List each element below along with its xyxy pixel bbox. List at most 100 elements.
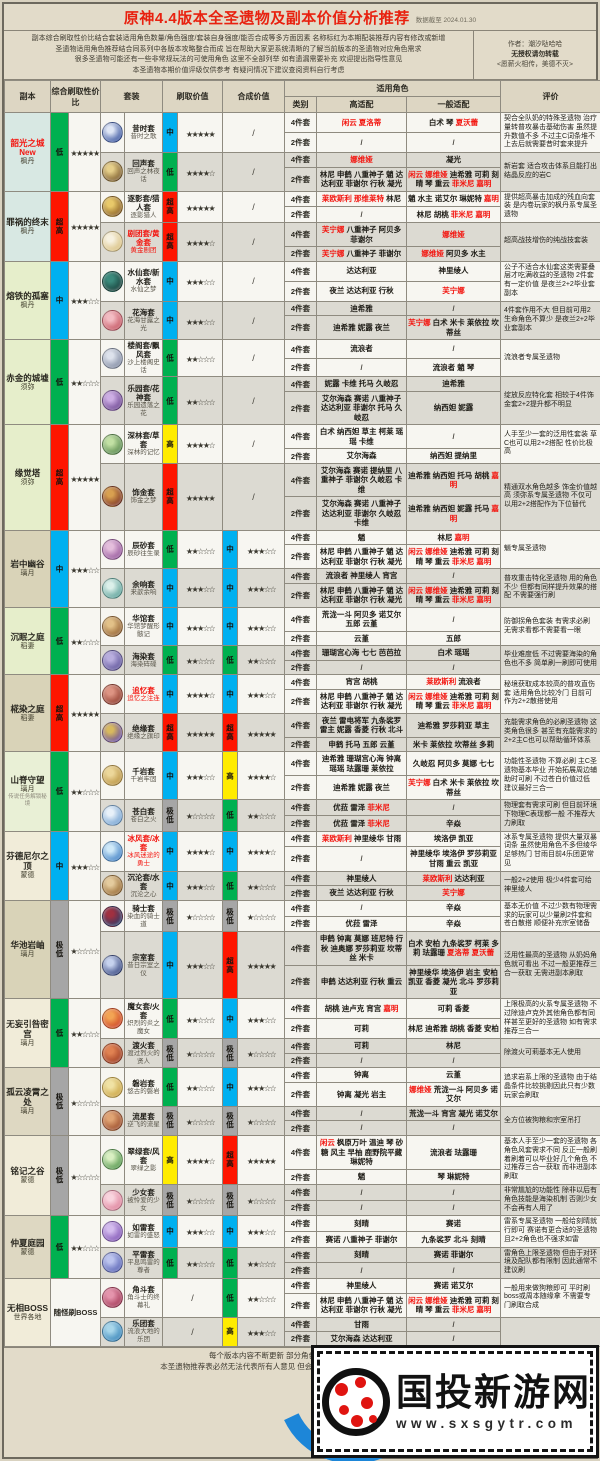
dungeon-name: 韶光之城 <box>10 137 45 148</box>
dungeon-cell: 华池岩岫 璃月 <box>4 899 51 1000</box>
rating-stars: ★★☆☆☆ <box>68 998 101 1069</box>
roles-high: 林尼 申鹤 八重神子 魈 达达利亚 菲谢尔 行秋 凝光 <box>316 166 407 192</box>
star-rating: ★☆☆☆☆ <box>246 1197 277 1207</box>
roles-normal: / <box>406 606 501 632</box>
roles-high: / <box>316 357 407 378</box>
set-full-name: 沙上楼阁史话 <box>127 359 160 375</box>
synth-level: 中 <box>222 998 238 1040</box>
star-rating: ★★☆☆☆ <box>185 657 216 667</box>
col-synth-value: 合成价值 <box>222 80 285 113</box>
dungeon-cell: 仲夏庭园 蒙德 <box>4 1215 51 1280</box>
roles-high: 钟离 凝光 岩主 <box>316 1081 407 1107</box>
dungeon-region: 枫丹 <box>20 227 35 235</box>
highlighted-role: 娜维娅 <box>425 169 448 179</box>
set-icon-cell <box>100 1316 125 1347</box>
set-nickname: 角斗套 <box>132 1285 155 1295</box>
roles-high: / <box>316 899 407 917</box>
star-rating: ★☆☆☆☆ <box>185 1197 216 1207</box>
set-full-name: 华馆梦醒形骸记 <box>127 623 160 639</box>
roles-normal: / <box>406 1199 501 1217</box>
set-icon-cell <box>100 712 125 753</box>
set-icon-cell <box>100 931 125 1000</box>
dungeon-region: 璃月 <box>20 1108 35 1116</box>
synth-stars: ★★★★★ <box>237 712 285 753</box>
set-name-cell: 流星套 逆飞的流星 <box>124 1105 163 1136</box>
set-nickname: 沉沦套/水套 <box>127 872 160 891</box>
highlighted-role: 嘉明 <box>475 209 491 219</box>
piece-type: 2件套 <box>284 1230 317 1248</box>
dungeon-name: 椛染之庭 <box>10 703 45 714</box>
star-rating: ★☆☆☆☆ <box>70 1098 100 1108</box>
rating-level: 低 <box>50 606 69 676</box>
piece-type: 2件套 <box>284 736 317 753</box>
farm-stars: ★★☆☆☆ <box>177 1067 223 1107</box>
farm-stars: ★★★★☆ <box>177 222 223 262</box>
synth-stars: ★★★★★ <box>237 931 285 1000</box>
highlighted-role: 夏洛蒂 <box>447 948 470 958</box>
farm-stars: ★★☆☆☆ <box>177 645 223 676</box>
piece-type: 2件套 <box>284 1262 317 1280</box>
piece-type: 2件套 <box>284 448 317 464</box>
artifact-set-icon <box>102 875 123 897</box>
set-full-name: 逐影猎人 <box>130 211 157 219</box>
star-rating: ★★☆☆☆ <box>246 882 277 892</box>
piece-type: 4件套 <box>284 222 317 248</box>
piece-type: 2件套 <box>284 166 317 192</box>
roles-high: 神里绫人 <box>316 870 407 887</box>
roles-normal: 迪希雅 纳西妲 妮露 托马 嘉明 <box>406 496 501 531</box>
set-icon-cell <box>100 674 125 714</box>
dungeon-region: 世界各地 <box>13 1313 42 1321</box>
set-name-cell: 平雷套 平息鸣雷的尊者 <box>124 1246 163 1280</box>
roles-high: 宵宫 胡桃 <box>316 674 407 690</box>
artifact-set-icon <box>102 196 123 218</box>
set-name-cell: 角斗套 角斗士的终幕礼 <box>124 1278 163 1318</box>
farm-stars: ★★★☆☆ <box>177 751 223 801</box>
star-rating: ★★★★★ <box>70 710 100 720</box>
set-name-cell: 水仙套/新水套 水仙之梦 <box>124 260 163 302</box>
set-name-cell: 回声套 回声之林夜话 <box>124 152 163 192</box>
dungeon-cell: 山脊守望 璃月 传说任务解锁秘境 <box>4 751 51 832</box>
set-full-name: 海染砗磲 <box>130 660 157 668</box>
set-comment: 毕业难度低 不过需要海染的角色也不多 简单刷一刷即可使用 <box>500 645 600 676</box>
rating-stars: ★★★★★ <box>68 674 101 753</box>
artifact-set-icon <box>102 1149 123 1171</box>
roles-normal: / <box>406 1262 501 1280</box>
rating-stars: ★★☆☆☆ <box>68 751 101 832</box>
farm-level: 极低 <box>162 899 178 933</box>
roles-high: 云堇 <box>316 630 407 647</box>
synth-level: 低 <box>222 870 238 901</box>
set-nickname: 剧团套/黄金套 <box>127 228 160 247</box>
piece-type: 4件套 <box>284 152 317 168</box>
set-icon-cell <box>100 300 125 341</box>
farm-level: 低 <box>162 376 178 426</box>
set-name-cell: 昔时套 昔时之歌 <box>124 111 163 154</box>
synth-stars: ★★☆☆☆ <box>237 645 285 676</box>
synth-value: / <box>222 111 285 154</box>
no-repost-notice: 无授权请勿转载 <box>511 51 559 58</box>
roles-normal: 林尼 迪希雅 胡桃 香菱 安柏 <box>406 1018 501 1040</box>
star-rating: ★★★☆☆ <box>70 862 100 872</box>
star-rating: ★☆☆☆☆ <box>185 812 216 822</box>
highlighted-role: 闲云 <box>408 691 424 701</box>
artifact-set-icon <box>102 1189 123 1211</box>
farm-stars: ★☆☆☆☆ <box>177 799 223 832</box>
set-nickname: 水仙套/新水套 <box>127 268 160 287</box>
rating-level: 超高 <box>50 424 69 531</box>
roles-high: 夜兰 达达利亚 行秋 <box>316 885 407 901</box>
artifact-set-icon <box>102 616 123 638</box>
rating-stars: ★☆☆☆☆ <box>68 899 101 1000</box>
synth-stars: ★★★☆☆ <box>237 998 285 1040</box>
piece-type: 2件套 <box>284 206 317 224</box>
set-icon-cell <box>100 1215 125 1248</box>
note-line: 圣遗物适用角色推荐结合同系列中各版本攻略整合而成 旨在帮助大家更系统清晰的了解当… <box>55 45 422 53</box>
set-full-name: 水仙之梦 <box>130 286 157 294</box>
dungeon-name: 罪祸的终末 <box>6 216 49 227</box>
synth-stars: ★★☆☆☆ <box>237 1278 285 1318</box>
dungeon-name: 缘觉塔 <box>14 468 41 479</box>
star-rating: ★☆☆☆☆ <box>70 1172 100 1182</box>
farm-level: 低 <box>162 1246 178 1280</box>
piece-type: 2件套 <box>284 688 317 714</box>
roles-normal: 流浪者 珐露珊 <box>406 1134 501 1171</box>
set-icon-cell <box>100 529 125 570</box>
rating-level: 低 <box>50 339 69 426</box>
